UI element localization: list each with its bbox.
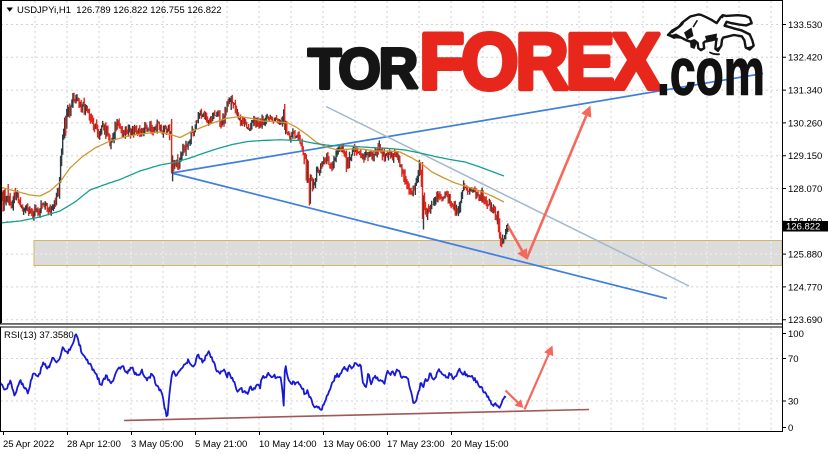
svg-text:10 May 14:00: 10 May 14:00 <box>259 439 317 450</box>
svg-text:132.420: 132.420 <box>788 53 822 64</box>
svg-text:13 May 06:00: 13 May 06:00 <box>323 439 381 450</box>
svg-text:5 May 21:00: 5 May 21:00 <box>195 439 247 450</box>
svg-text:USDJPYi,H1 126.789 126.822 12: USDJPYi,H1 126.789 126.822 126.755 126.8… <box>17 5 222 16</box>
svg-text:125.880: 125.880 <box>788 250 822 261</box>
svg-text:0: 0 <box>788 423 793 434</box>
svg-text:FOREX: FOREX <box>419 18 660 106</box>
svg-text:100: 100 <box>788 329 804 340</box>
svg-text:30: 30 <box>788 396 799 407</box>
svg-text:17 May 23:00: 17 May 23:00 <box>387 439 445 450</box>
svg-text:20 May 15:00: 20 May 15:00 <box>451 439 509 450</box>
svg-text:126.822: 126.822 <box>786 222 820 233</box>
svg-text:25 Apr 2022: 25 Apr 2022 <box>3 439 54 450</box>
svg-text:133.530: 133.530 <box>788 20 822 31</box>
svg-text:123.690: 123.690 <box>788 315 822 326</box>
svg-text:28 Apr 12:00: 28 Apr 12:00 <box>67 439 121 450</box>
svg-text:TOR: TOR <box>308 37 418 100</box>
svg-text:124.770: 124.770 <box>788 282 822 293</box>
svg-text:128.070: 128.070 <box>788 184 822 195</box>
svg-text:3 May 05:00: 3 May 05:00 <box>131 439 183 450</box>
svg-text:131.340: 131.340 <box>788 86 822 97</box>
svg-text:129.150: 129.150 <box>788 151 822 162</box>
svg-text:RSI(13) 37.3580: RSI(13) 37.3580 <box>4 330 74 341</box>
svg-text:70: 70 <box>788 354 799 365</box>
svg-text:130.260: 130.260 <box>788 118 822 129</box>
